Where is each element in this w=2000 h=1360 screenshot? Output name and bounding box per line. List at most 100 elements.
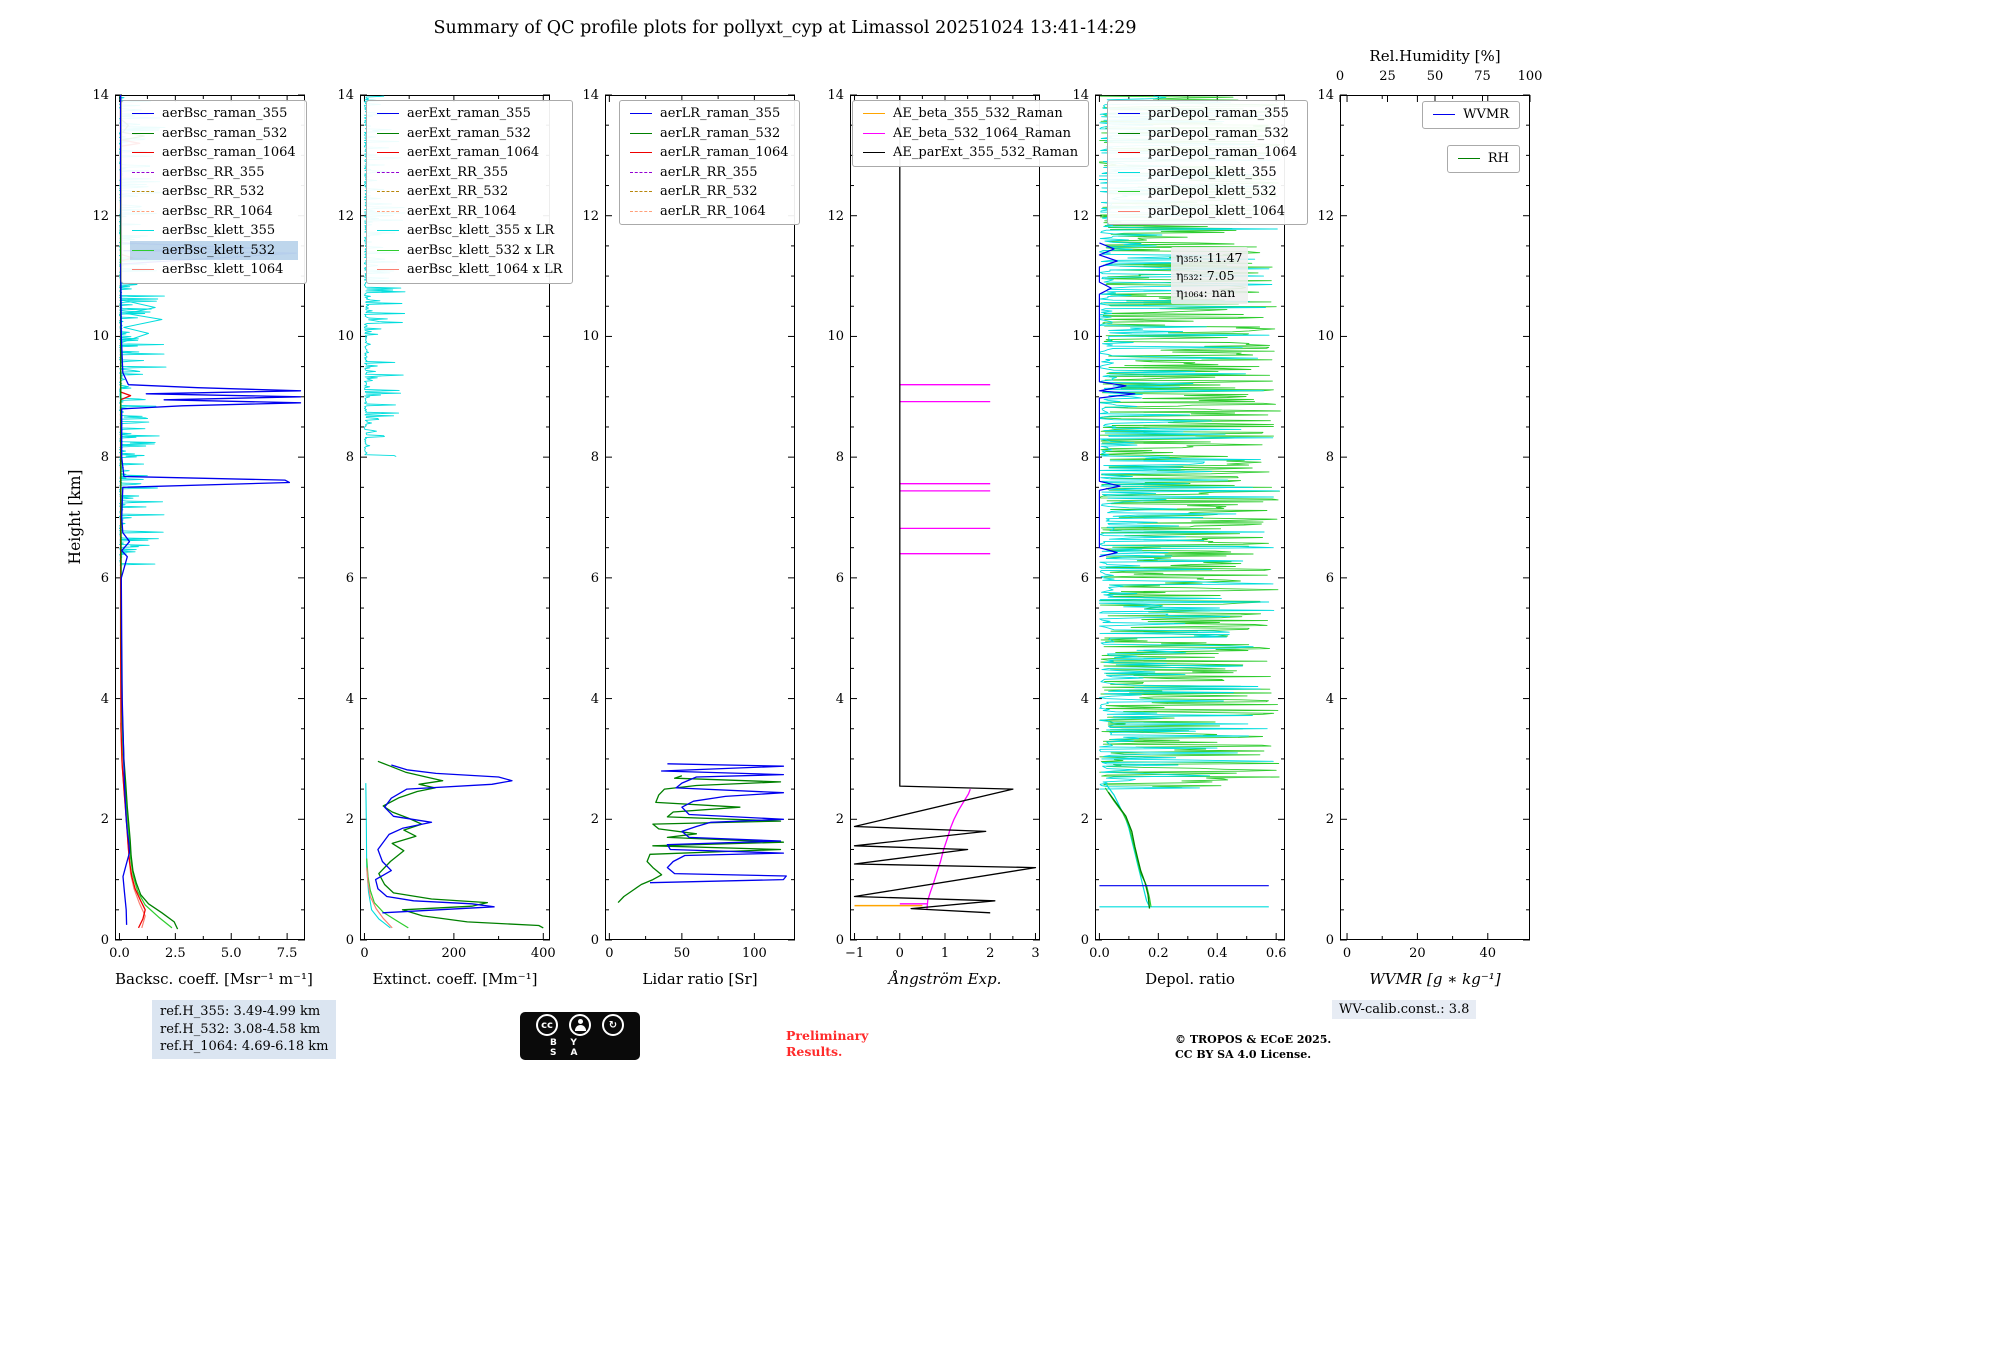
legend-entry: RH — [1456, 149, 1511, 169]
legend-line-sample — [1118, 113, 1140, 115]
x-tick-label: 1 — [940, 946, 950, 961]
panel-backscatter: 0.0 2.5 5.0 7.5 0 2 4 6 8 10 12 14 aerBsc_raman_355 a… — [92, 89, 312, 988]
legend-label: aerBsc_klett_1064 — [162, 262, 284, 277]
legend-entry: parDepol_klett_355 — [1116, 163, 1299, 183]
legend-line-sample — [132, 171, 154, 173]
series-aerExt_raman_355 — [374, 764, 513, 914]
legend-label: parDepol_raman_355 — [1148, 106, 1289, 121]
y-tick-label: 0 — [1080, 933, 1089, 948]
x-axis-label-extinction: Extinct. coeff. [Mm⁻¹] — [372, 970, 538, 988]
legend-entry: parDepol_raman_532 — [1116, 124, 1299, 144]
cc-badge-caption: BY SA — [550, 1038, 592, 1058]
series-aerBsc_klett_355_x_LR_noise — [364, 95, 406, 457]
legend-label: AE_beta_532_1064_Raman — [893, 125, 1072, 141]
legend-entry: aerExt_RR_355 — [375, 163, 564, 183]
y-tick-label: 10 — [827, 329, 844, 345]
legend-entry: aerBsc_RR_532 — [130, 182, 298, 202]
legend-entry: aerLR_raman_355 — [628, 104, 791, 124]
y-tick-label: 14 — [337, 88, 354, 103]
legend-label: parDepol_raman_1064 — [1148, 145, 1298, 160]
panel-extinction: 020040002468101214LR₃₅₅: 45.00LR₅₃₂: 40.… — [337, 89, 574, 988]
legend-entry: aerLR_RR_355 — [628, 163, 791, 183]
legend-label: aerExt_RR_1064 — [407, 203, 517, 219]
series-AE_beta_532_1064_Raman_layers — [899, 384, 991, 555]
legend-line-sample — [377, 249, 399, 251]
x-tick-label: 3 — [1031, 946, 1040, 961]
legend-label: aerExt_RR_532 — [407, 184, 509, 199]
y-tick-label: 0 — [1325, 933, 1334, 948]
legend-line-sample — [1118, 152, 1140, 154]
y-tick-label: 2 — [590, 812, 599, 828]
legend-label: aerBsc_klett_355 x LR — [407, 223, 555, 238]
y-tick-label: 10 — [1072, 329, 1089, 345]
legend: aerExt_raman_355 aerExt_raman_532 aerExt_r… — [366, 100, 574, 284]
legend-line-sample — [630, 191, 652, 193]
series-parDepol_raman_532 — [1107, 791, 1151, 909]
y-tick-label: 0 — [590, 933, 599, 948]
axes-frame — [1340, 95, 1530, 940]
legend-label: parDepol_klett_1064 — [1148, 203, 1285, 219]
y-tick-label: 14 — [827, 88, 844, 103]
legend-entry: aerBsc_klett_355 x LR — [375, 221, 564, 241]
legend-entry: aerLR_raman_1064 — [628, 143, 791, 163]
legend-line-sample — [132, 210, 154, 212]
legend-entry: parDepol_raman_1064 — [1116, 143, 1299, 163]
legend: aerLR_raman_355 aerLR_raman_532 aerLR_rama… — [619, 100, 800, 225]
series-aerExt_raman_532 — [377, 760, 544, 929]
legend-entry: aerExt_raman_532 — [375, 124, 564, 144]
panel-wvmr: 0 20 40 0 2 4 6 8 10 12 14 0 25 50 75 100 Rel.Humidity [… — [1317, 47, 1542, 988]
plot-lidar-ratio — [605, 94, 795, 941]
legend-entry: aerBsc_RR_1064 — [130, 202, 298, 222]
series-AE_beta_532_1064_Raman — [899, 788, 971, 910]
legend-label: aerLR_raman_1064 — [660, 145, 789, 160]
legend-entry: parDepol_klett_532 — [1116, 182, 1299, 202]
y-tick-label: 6 — [835, 570, 844, 586]
x-tick-label: 20 — [1409, 946, 1426, 961]
legend-line-sample — [132, 230, 154, 232]
preliminary-note: Preliminary Results. — [786, 1028, 868, 1061]
y-tick-label: 12 — [92, 208, 109, 224]
legend-line-sample — [377, 191, 399, 193]
legend-line-sample — [377, 230, 399, 232]
legend-entry: aerBsc_klett_532 x LR — [375, 241, 564, 261]
legend-line-sample — [132, 113, 154, 115]
top-tick-label: 50 — [1426, 69, 1444, 84]
x-tick-label: 2.5 — [165, 946, 186, 961]
attribution-icon — [569, 1014, 591, 1036]
y-tick-label: 10 — [582, 329, 599, 345]
y-tick-label: 6 — [590, 570, 599, 586]
y-tick-label: 12 — [827, 208, 844, 224]
y-tick-label: 0 — [835, 933, 844, 948]
ref-height-355: ref.H_355: 3.49-4.99 km — [160, 1004, 321, 1019]
x-axis-label-depol: Depol. ratio — [1145, 970, 1235, 988]
legend-entry: WVMR — [1431, 105, 1511, 125]
legend-entry: aerBsc_raman_355 — [130, 104, 298, 124]
legend-label: AE_beta_355_532_Raman — [893, 106, 1063, 121]
legend-line-sample — [863, 152, 885, 154]
series-aerBsc_raman_355 — [119, 95, 302, 925]
series-parDepol_klett_355 — [1099, 782, 1269, 908]
legend-label: aerBsc_RR_355 — [162, 164, 265, 180]
x-tick-label: 100 — [741, 946, 767, 961]
y-tick-label: 14 — [92, 88, 109, 103]
legend-entry: AE_beta_355_532_Raman — [861, 104, 1080, 124]
cc-icon-row: cc ↻ — [536, 1014, 624, 1036]
legend-label: aerLR_RR_532 — [660, 184, 758, 199]
x-tick-label: 7.5 — [276, 946, 298, 961]
attribution-person-body — [574, 1025, 586, 1031]
ref-height-1064: ref.H_1064: 4.69-6.18 km — [160, 1039, 329, 1055]
y-tick-label: 12 — [582, 208, 599, 224]
copyright-note: © TROPOS & ECoE 2025. CC BY SA 4.0 Licen… — [1175, 1032, 1331, 1063]
legend-label: parDepol_klett_532 — [1148, 184, 1277, 199]
legend-entry: aerExt_raman_355 — [375, 104, 564, 124]
legend-label: aerBsc_RR_532 — [162, 184, 265, 199]
plot-wvmr — [1339, 94, 1531, 941]
legend-line-sample — [132, 132, 154, 134]
y-tick-label: 2 — [835, 812, 844, 828]
legend-label: aerExt_raman_1064 — [407, 145, 540, 160]
plot-extinction — [360, 94, 550, 941]
y-tick-label: 2 — [345, 812, 354, 828]
x-tick-label: 0 — [605, 946, 614, 961]
legend-label: aerBsc_RR_1064 — [162, 203, 273, 219]
